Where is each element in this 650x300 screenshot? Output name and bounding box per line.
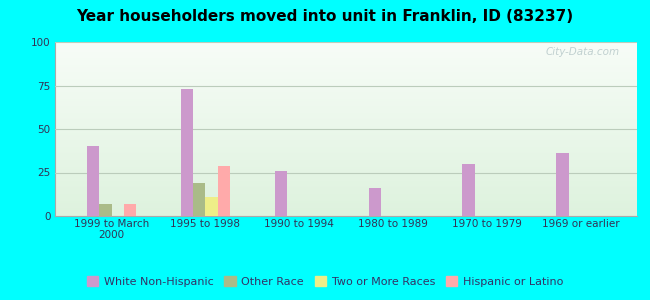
Bar	[205, 197, 218, 216]
Bar	[556, 153, 569, 216]
Bar	[99, 204, 112, 216]
Bar	[181, 89, 193, 216]
Bar	[275, 171, 287, 216]
Text: City-Data.com: City-Data.com	[545, 47, 619, 57]
Bar	[87, 146, 99, 216]
Bar	[193, 183, 205, 216]
Bar	[218, 166, 230, 216]
Legend: White Non-Hispanic, Other Race, Two or More Races, Hispanic or Latino: White Non-Hispanic, Other Race, Two or M…	[83, 272, 567, 291]
Bar	[124, 204, 136, 216]
Bar	[463, 164, 474, 216]
Bar	[369, 188, 381, 216]
Text: Year householders moved into unit in Franklin, ID (83237): Year householders moved into unit in Fra…	[77, 9, 573, 24]
